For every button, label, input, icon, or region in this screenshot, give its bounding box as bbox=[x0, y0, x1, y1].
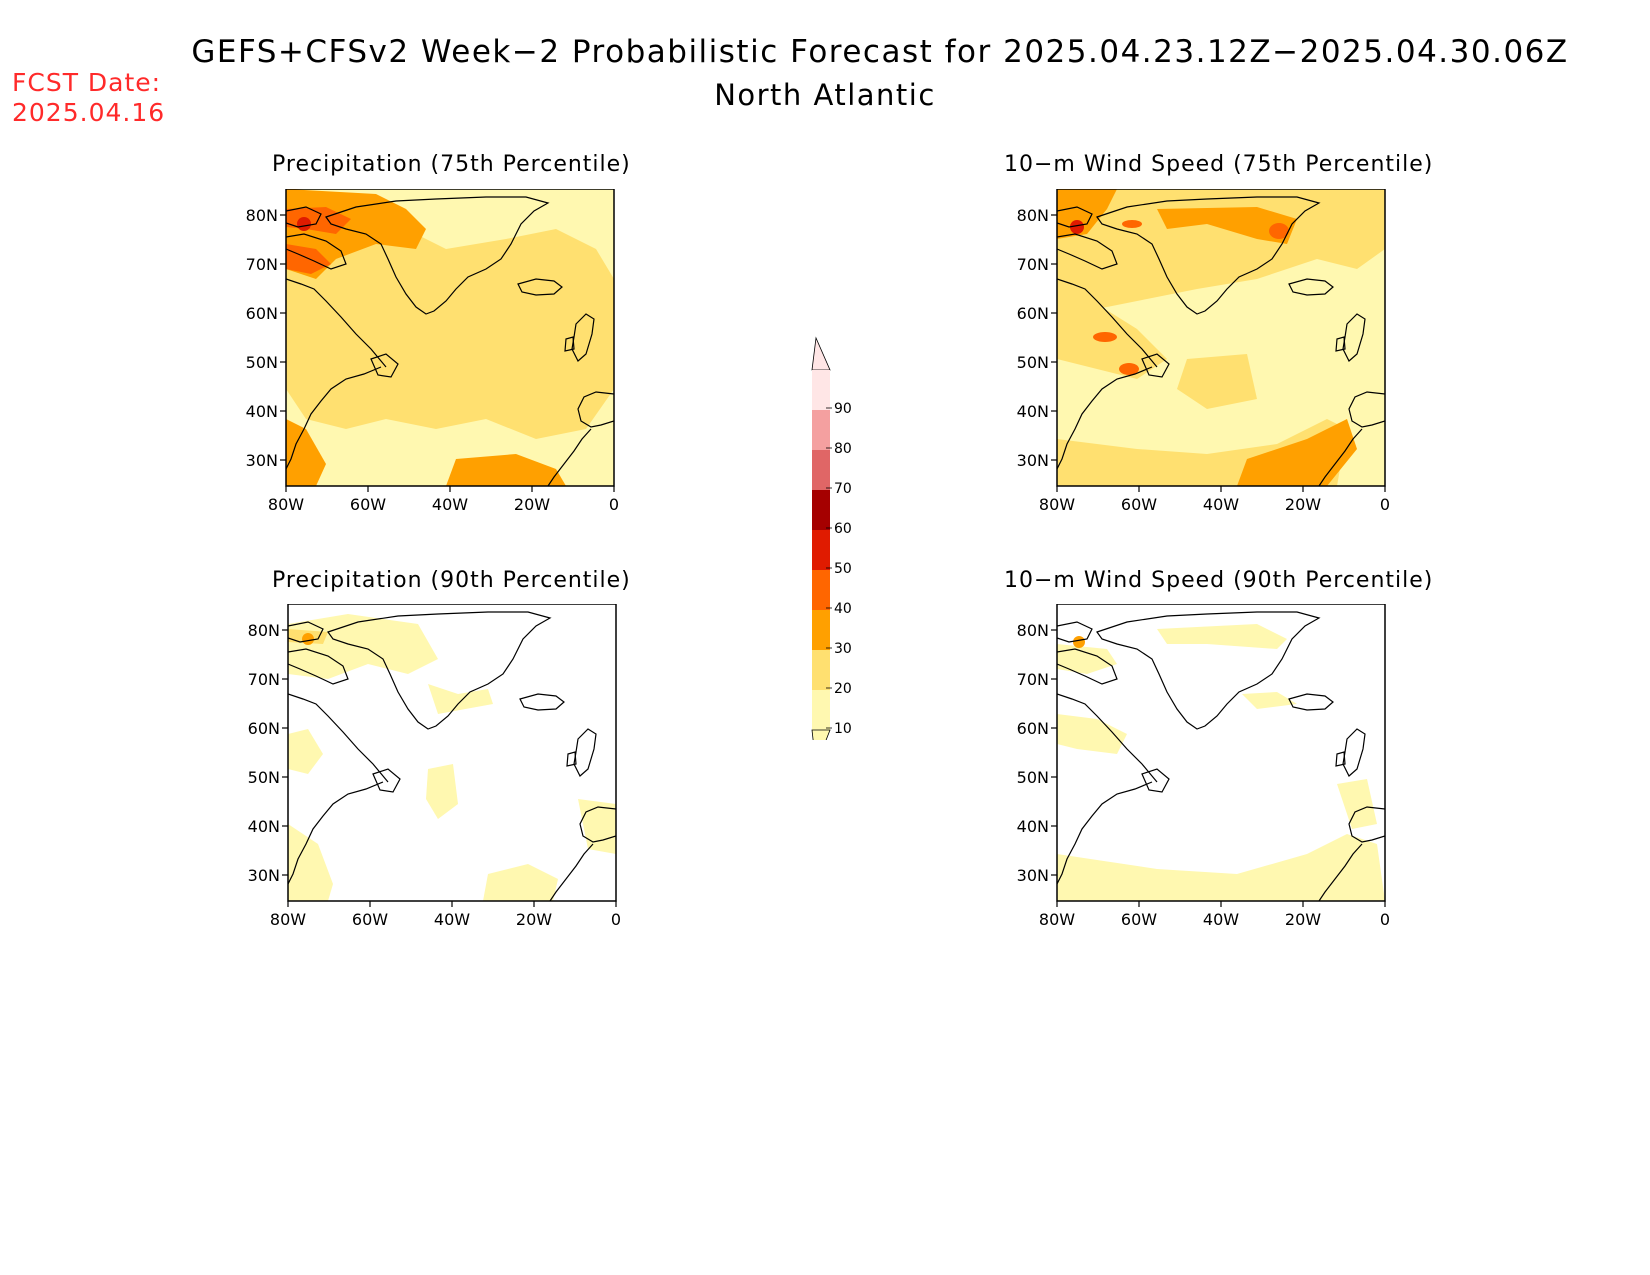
colorbar-segment bbox=[812, 530, 830, 570]
lat-label: 70N bbox=[1017, 255, 1049, 274]
map-svg: 80N 70N 60N 50N 40N 30N 80W 60W 40W 20W 0 bbox=[246, 189, 619, 514]
lon-label: 60W bbox=[350, 495, 386, 514]
lon-label: 20W bbox=[1285, 910, 1321, 929]
lon-label: 20W bbox=[1285, 495, 1321, 514]
lon-label: 40W bbox=[1203, 495, 1239, 514]
lat-label: 80N bbox=[1017, 206, 1049, 225]
lon-label: 0 bbox=[611, 910, 621, 929]
lon-label: 0 bbox=[609, 495, 619, 514]
lat-label: 60N bbox=[246, 304, 278, 323]
lat-label: 40N bbox=[248, 817, 280, 836]
colorbar-label: 60 bbox=[834, 521, 852, 537]
map-svg: 80N 70N 60N 50N 40N 30N 80W 60W 40W 20W 0 bbox=[1017, 189, 1390, 514]
lat-label: 30N bbox=[1017, 451, 1049, 470]
map-plot: 80N 70N 60N 50N 40N 30N 80W 60W 40W 20W 0 bbox=[246, 189, 619, 514]
lon-label: 60W bbox=[1121, 495, 1157, 514]
colorbar-top-arrow bbox=[811, 336, 831, 371]
lat-label: 70N bbox=[248, 670, 280, 689]
lon-label: 0 bbox=[1380, 910, 1390, 929]
lon-label: 80W bbox=[1039, 495, 1075, 514]
colorbar-label: 10 bbox=[834, 721, 852, 737]
colorbar-segment bbox=[812, 650, 830, 690]
colorbar-label: 50 bbox=[834, 561, 852, 577]
forecast-date: FCST Date: 2025.04.16 bbox=[12, 68, 165, 128]
lat-label: 30N bbox=[248, 866, 280, 885]
map-plot: 80N 70N 60N 50N 40N 30N 80W 60W 40W 20W 0 bbox=[1017, 189, 1390, 514]
lat-label: 50N bbox=[248, 768, 280, 787]
colorbar: 90 80 70 60 50 40 30 20 10 bbox=[811, 336, 852, 740]
lat-label: 40N bbox=[1017, 817, 1049, 836]
map-shading bbox=[288, 604, 616, 901]
lon-label: 40W bbox=[432, 495, 468, 514]
colorbar-segment bbox=[812, 370, 830, 410]
lon-label: 20W bbox=[516, 910, 552, 929]
lat-label: 80N bbox=[246, 206, 278, 225]
coastlines bbox=[1057, 196, 1385, 486]
lat-label: 30N bbox=[246, 451, 278, 470]
panel-title-wind75: 10−m Wind Speed (75th Percentile) bbox=[1004, 152, 1434, 177]
lat-label: 40N bbox=[246, 402, 278, 421]
region-title: North Atlantic bbox=[714, 78, 936, 112]
colorbar-segment bbox=[812, 450, 830, 490]
colorbar-label: 30 bbox=[834, 641, 852, 657]
coastlines bbox=[1057, 611, 1385, 901]
map-plot: 80N 70N 60N 50N 40N 30N 80W 60W 40W 20W 0 bbox=[1017, 604, 1390, 929]
lat-label: 50N bbox=[1017, 768, 1049, 787]
map-shading bbox=[1057, 189, 1385, 486]
colorbar-segment bbox=[812, 690, 830, 730]
forecast-date-value: 2025.04.16 bbox=[12, 98, 166, 127]
map-shading bbox=[1057, 604, 1385, 901]
panel-title-precip75: Precipitation (75th Percentile) bbox=[272, 152, 631, 177]
colorbar-label: 40 bbox=[834, 601, 852, 617]
main-title: GEFS+CFSv2 Week−2 Probabilistic Forecast… bbox=[191, 34, 1569, 70]
colorbar-label: 70 bbox=[834, 481, 852, 497]
lat-label: 70N bbox=[246, 255, 278, 274]
lon-label: 40W bbox=[434, 910, 470, 929]
colorbar-bottom-arrow bbox=[811, 729, 831, 740]
colorbar-label: 20 bbox=[834, 681, 852, 697]
colorbar-label: 80 bbox=[834, 441, 852, 457]
lat-label: 60N bbox=[1017, 719, 1049, 738]
coastlines bbox=[286, 196, 614, 486]
coastlines bbox=[288, 611, 616, 901]
colorbar-segment bbox=[812, 610, 830, 650]
lon-label: 80W bbox=[270, 910, 306, 929]
map-plot: 80N 70N 60N 50N 40N 30N 80W 60W 40W 20W 0 bbox=[248, 604, 621, 929]
lat-label: 50N bbox=[246, 353, 278, 372]
lon-label: 40W bbox=[1203, 910, 1239, 929]
lat-label: 80N bbox=[248, 621, 280, 640]
lat-label: 70N bbox=[1017, 670, 1049, 689]
lat-label: 50N bbox=[1017, 353, 1049, 372]
colorbar-segment bbox=[812, 410, 830, 450]
colorbar-segment bbox=[812, 490, 830, 530]
lat-label: 60N bbox=[1017, 304, 1049, 323]
lat-label: 80N bbox=[1017, 621, 1049, 640]
lat-label: 40N bbox=[1017, 402, 1049, 421]
map-svg: 80N 70N 60N 50N 40N 30N 80W 60W 40W 20W 0 bbox=[248, 604, 621, 929]
lon-label: 60W bbox=[1121, 910, 1157, 929]
map-shading bbox=[286, 189, 614, 486]
lon-label: 20W bbox=[514, 495, 550, 514]
lon-label: 80W bbox=[268, 495, 304, 514]
panel-title-precip90: Precipitation (90th Percentile) bbox=[272, 568, 631, 593]
forecast-date-label: FCST Date: bbox=[12, 68, 162, 97]
lon-label: 0 bbox=[1380, 495, 1390, 514]
panel-title-wind90: 10−m Wind Speed (90th Percentile) bbox=[1004, 568, 1434, 593]
lon-label: 80W bbox=[1039, 910, 1075, 929]
lon-label: 60W bbox=[352, 910, 388, 929]
lat-label: 30N bbox=[1017, 866, 1049, 885]
map-svg: 80N 70N 60N 50N 40N 30N 80W 60W 40W 20W 0 bbox=[1017, 604, 1390, 929]
lat-label: 60N bbox=[248, 719, 280, 738]
colorbar-segment bbox=[812, 570, 830, 610]
colorbar-label: 90 bbox=[834, 401, 852, 417]
